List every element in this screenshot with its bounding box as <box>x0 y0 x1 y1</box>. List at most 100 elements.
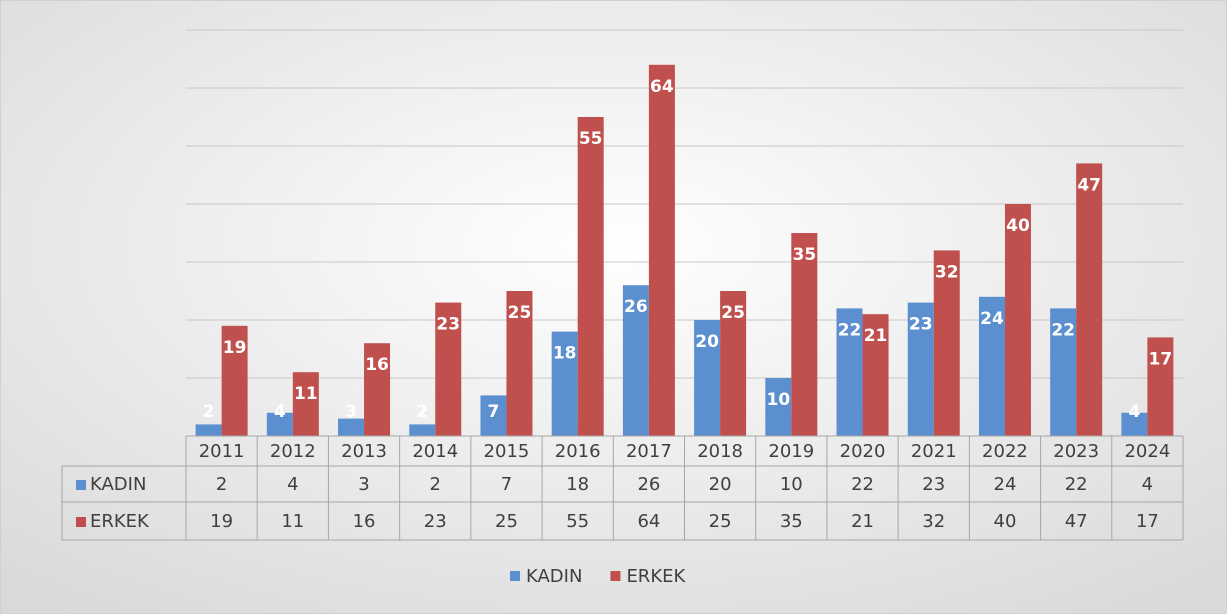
bar <box>338 418 365 436</box>
table-cell: 25 <box>709 511 732 532</box>
table-cell: 22 <box>1065 474 1088 495</box>
x-tick-label: 2015 <box>484 441 530 462</box>
bar <box>1004 204 1031 436</box>
bar <box>1076 163 1103 436</box>
legend-key <box>510 571 520 581</box>
x-tick-label: 2021 <box>911 441 957 462</box>
table-cell: 23 <box>424 511 447 532</box>
data-label: 26 <box>624 297 648 317</box>
data-label: 32 <box>935 262 959 282</box>
data-label: 21 <box>864 326 888 346</box>
table-cell: 35 <box>780 511 803 532</box>
data-label: 25 <box>508 303 532 323</box>
table-cell: 3 <box>358 474 369 495</box>
x-tick-label: 2013 <box>341 441 387 462</box>
bar <box>409 424 436 436</box>
table-cell: 23 <box>922 474 945 495</box>
x-tick-label: 2016 <box>555 441 601 462</box>
x-tick-label: 2022 <box>982 441 1028 462</box>
bar <box>1147 337 1174 436</box>
table-cell: 16 <box>353 511 376 532</box>
data-label: 7 <box>488 402 500 422</box>
table-cell: 4 <box>1142 474 1153 495</box>
table-cell: 64 <box>637 511 660 532</box>
x-tick-label: 2012 <box>270 441 316 462</box>
table-legend-key <box>76 517 86 527</box>
bar <box>791 233 818 436</box>
data-label: 23 <box>436 315 460 335</box>
bar <box>266 412 293 436</box>
bar <box>506 291 533 436</box>
table-cell: 7 <box>501 474 512 495</box>
bar <box>292 372 319 436</box>
data-label: 22 <box>838 320 862 340</box>
x-tick-label: 2014 <box>412 441 458 462</box>
bar <box>551 331 578 436</box>
x-tick-label: 2023 <box>1053 441 1099 462</box>
data-label: 22 <box>1051 320 1075 340</box>
data-label: 16 <box>365 355 389 375</box>
data-label: 55 <box>579 129 603 149</box>
bar <box>1050 308 1077 436</box>
table-cell: 47 <box>1065 511 1088 532</box>
bar <box>195 424 222 436</box>
data-label: 4 <box>1128 402 1140 422</box>
table-series-name: ERKEK <box>90 511 150 532</box>
table-cell: 2 <box>430 474 441 495</box>
bar <box>978 296 1005 436</box>
x-tick-label: 2020 <box>840 441 886 462</box>
table-cell: 55 <box>566 511 589 532</box>
x-tick-label: 2019 <box>768 441 814 462</box>
bar <box>221 325 248 436</box>
bar <box>694 320 721 436</box>
data-label: 25 <box>721 303 745 323</box>
x-tick-label: 2024 <box>1124 441 1170 462</box>
table-cell: 18 <box>566 474 589 495</box>
data-label: 20 <box>695 332 719 352</box>
table-series-name: KADIN <box>90 474 146 495</box>
table-cell: 2 <box>216 474 227 495</box>
data-label: 64 <box>650 77 674 97</box>
x-tick-label: 2017 <box>626 441 672 462</box>
data-label: 17 <box>1149 349 1173 369</box>
table-cell: 11 <box>281 511 304 532</box>
table-legend-key <box>76 480 86 490</box>
bar <box>1121 412 1148 436</box>
table-cell: 26 <box>637 474 660 495</box>
x-tick-label: 2018 <box>697 441 743 462</box>
bar <box>933 250 960 436</box>
bar <box>435 302 462 436</box>
table-cell: 19 <box>210 511 233 532</box>
bar <box>622 285 649 436</box>
bar <box>577 117 604 436</box>
table-cell: 24 <box>994 474 1017 495</box>
data-label: 4 <box>274 402 286 422</box>
data-label: 23 <box>909 315 933 335</box>
table-cell: 32 <box>922 511 945 532</box>
bar <box>480 395 507 436</box>
x-tick-label: 2011 <box>199 441 245 462</box>
legend-label: ERKEK <box>626 566 686 587</box>
data-label: 40 <box>1006 216 1030 236</box>
data-label: 24 <box>980 309 1004 329</box>
bar <box>836 308 863 436</box>
legend-key <box>610 571 621 581</box>
data-label: 19 <box>223 338 247 358</box>
data-label: 2 <box>203 402 215 422</box>
bar <box>765 378 792 436</box>
bar <box>720 291 747 436</box>
data-label: 11 <box>294 384 318 404</box>
data-label: 35 <box>792 245 816 265</box>
table-cell: 25 <box>495 511 518 532</box>
table-cell: 21 <box>851 511 874 532</box>
table-cell: 4 <box>287 474 298 495</box>
legend-label: KADIN <box>526 566 582 587</box>
bar <box>862 314 889 436</box>
data-label: 3 <box>345 402 357 422</box>
data-label: 47 <box>1077 175 1101 195</box>
data-label: 10 <box>766 390 790 410</box>
table-cell: 17 <box>1136 511 1159 532</box>
bar <box>907 302 934 436</box>
bar <box>364 343 391 436</box>
